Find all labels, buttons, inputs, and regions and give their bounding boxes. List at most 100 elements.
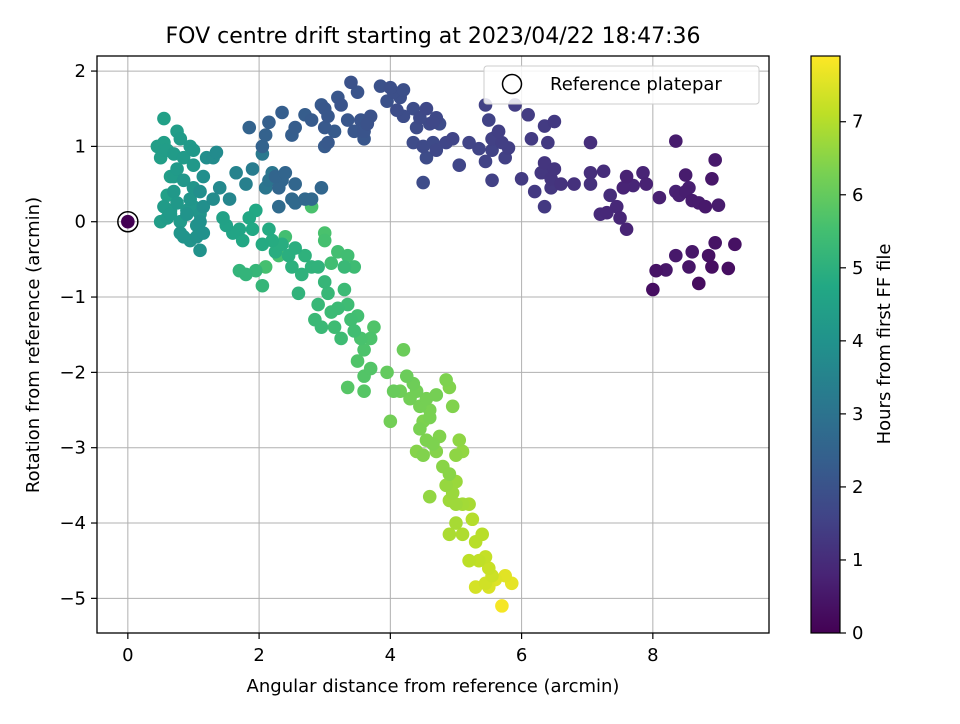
data-point: [347, 260, 362, 274]
data-point: [386, 384, 401, 399]
data-point: [429, 143, 444, 157]
data-point: [380, 365, 394, 380]
data-point: [659, 263, 673, 277]
data-point: [419, 150, 434, 165]
data-point: [222, 192, 237, 206]
y-tick-label: −4: [59, 513, 86, 534]
data-point: [209, 145, 224, 160]
colorbar-tick-label: 3: [852, 404, 863, 425]
x-tick-label: 4: [385, 645, 396, 666]
data-point: [422, 489, 437, 504]
x-tick-label: 8: [647, 645, 658, 666]
data-point: [495, 599, 509, 613]
data-point: [701, 248, 716, 263]
data-point: [426, 437, 440, 451]
data-point: [524, 132, 539, 146]
data-point: [399, 369, 414, 383]
data-point: [163, 207, 178, 221]
data-point: [596, 164, 611, 179]
legend-box: [483, 65, 760, 105]
data-point: [193, 184, 207, 199]
data-point: [357, 384, 371, 399]
data-point: [367, 320, 381, 334]
data-point: [186, 158, 201, 173]
data-point: [298, 248, 312, 263]
data-point: [678, 168, 693, 182]
colorbar: 0 1 2 3 4 5 6 7 Hours from first FF file: [810, 55, 895, 644]
data-point: [229, 165, 243, 180]
data-point: [304, 192, 319, 206]
data-point: [340, 380, 355, 395]
data-point: [206, 192, 220, 206]
data-point: [324, 256, 339, 270]
data-point: [685, 245, 700, 259]
data-point: [347, 124, 362, 139]
data-point: [193, 214, 207, 229]
data-point: [383, 414, 398, 429]
data-point: [350, 85, 365, 99]
legend-marker-reference: [501, 73, 523, 95]
x-tick-label: 0: [122, 645, 133, 666]
data-point: [481, 561, 496, 576]
data-point: [357, 342, 371, 357]
data-point: [416, 448, 430, 463]
data-point: [242, 120, 257, 135]
data-point: [698, 199, 713, 214]
data-point: [321, 109, 335, 124]
data-point: [196, 169, 211, 184]
data-point: [314, 181, 329, 195]
data-point: [245, 162, 260, 176]
data-point: [176, 150, 191, 165]
data-point: [173, 132, 188, 146]
data-point: [449, 516, 463, 530]
data-point: [485, 143, 499, 157]
data-point: [383, 80, 398, 95]
x-axis-label: Angular distance from reference (arcmin): [247, 676, 620, 697]
data-point: [121, 214, 135, 229]
data-point: [216, 211, 230, 225]
data-point: [452, 433, 467, 447]
data-point: [462, 135, 476, 150]
data-point: [583, 177, 598, 191]
data-point: [636, 165, 650, 180]
y-tick-label: 2: [75, 61, 86, 82]
y-axis-label: Rotation from reference (arcmin): [23, 197, 44, 493]
data-point: [472, 553, 486, 568]
data-point: [271, 181, 286, 195]
data-point: [262, 115, 276, 130]
data-point: [278, 165, 293, 180]
data-point: [183, 192, 197, 206]
data-point: [449, 497, 463, 511]
data-point: [314, 320, 329, 334]
data-point: [242, 211, 257, 225]
data-point: [363, 361, 378, 376]
data-point: [705, 260, 719, 274]
data-point: [721, 261, 736, 276]
data-point: [583, 165, 598, 180]
data-point: [619, 169, 634, 184]
data-point: [452, 158, 467, 173]
data-point: [337, 282, 352, 297]
data-point: [255, 237, 270, 252]
data-point: [170, 162, 184, 176]
data-point: [613, 211, 627, 225]
colorbar-tick-label: 7: [852, 112, 863, 133]
data-point: [616, 181, 631, 195]
data-point: [176, 173, 191, 188]
data-point: [255, 139, 270, 154]
data-point: [649, 263, 663, 278]
data-point: [429, 388, 444, 402]
data-point: [327, 320, 342, 334]
data-point: [442, 467, 457, 481]
colorbar-gradient: [810, 55, 841, 634]
legend: Reference platepar: [483, 65, 760, 105]
data-point: [567, 177, 581, 191]
data-point: [245, 222, 260, 237]
colorbar-tick-label: 1: [852, 550, 863, 571]
data-point: [416, 175, 430, 190]
data-point: [321, 135, 335, 150]
data-point: [255, 278, 270, 293]
y-tick-label: 0: [75, 212, 86, 233]
data-point: [514, 171, 529, 186]
